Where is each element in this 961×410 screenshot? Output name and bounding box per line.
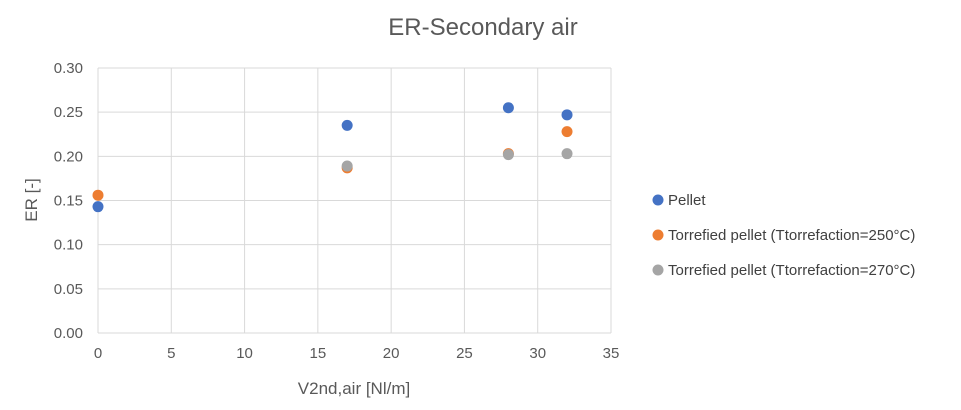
data-point-series-1 xyxy=(561,109,573,121)
x-tick-label: 5 xyxy=(167,345,175,362)
legend-marker-series-1 xyxy=(652,194,664,206)
data-point-series-3 xyxy=(502,149,514,161)
legend-marker-series-3 xyxy=(652,264,664,276)
legend-label-series-2: Torrefied pellet (Ttorrefaction=250°C) xyxy=(668,227,915,244)
x-tick-label: 20 xyxy=(383,345,400,362)
data-point-series-3 xyxy=(561,148,573,160)
y-tick-label: 0.10 xyxy=(54,237,83,254)
legend: Pellet Torrefied pellet (Ttorrefaction=25… xyxy=(652,192,915,279)
grid xyxy=(97,67,612,334)
y-tick-label: 0.20 xyxy=(54,148,83,165)
y-tick-label: 0.05 xyxy=(54,281,83,298)
y-tick-label: 0.30 xyxy=(54,60,83,77)
data-point-series-3 xyxy=(341,160,353,172)
chart-title: ER-Secondary air xyxy=(388,14,577,41)
x-tick-label: 30 xyxy=(529,345,546,362)
y-tick-label: 0.15 xyxy=(54,193,83,210)
legend-label-series-1: Pellet xyxy=(668,192,706,209)
data-point-series-1 xyxy=(341,119,353,131)
x-tick-label: 35 xyxy=(603,345,620,362)
x-tick-label: 25 xyxy=(456,345,473,362)
data-points xyxy=(92,102,573,213)
legend-label-series-3: Torrefied pellet (Ttorrefaction=270°C) xyxy=(668,262,915,279)
data-point-series-1 xyxy=(92,201,104,213)
x-axis-ticks: 0 5 10 15 20 25 30 35 xyxy=(94,345,620,362)
x-axis-label: V2nd,air [Nl/m] xyxy=(298,379,410,398)
data-point-series-1 xyxy=(502,102,514,114)
x-tick-label: 15 xyxy=(310,345,327,362)
y-tick-label: 0.25 xyxy=(54,104,83,121)
x-tick-label: 10 xyxy=(236,345,253,362)
legend-marker-series-2 xyxy=(652,229,664,241)
data-point-series-2 xyxy=(561,126,573,138)
y-axis-ticks: 0.00 0.05 0.10 0.15 0.20 0.25 0.30 xyxy=(54,60,83,342)
y-axis-label: ER [-] xyxy=(22,178,41,221)
x-tick-label: 0 xyxy=(94,345,102,362)
y-tick-label: 0.00 xyxy=(54,325,83,342)
data-point-series-2 xyxy=(92,189,104,201)
